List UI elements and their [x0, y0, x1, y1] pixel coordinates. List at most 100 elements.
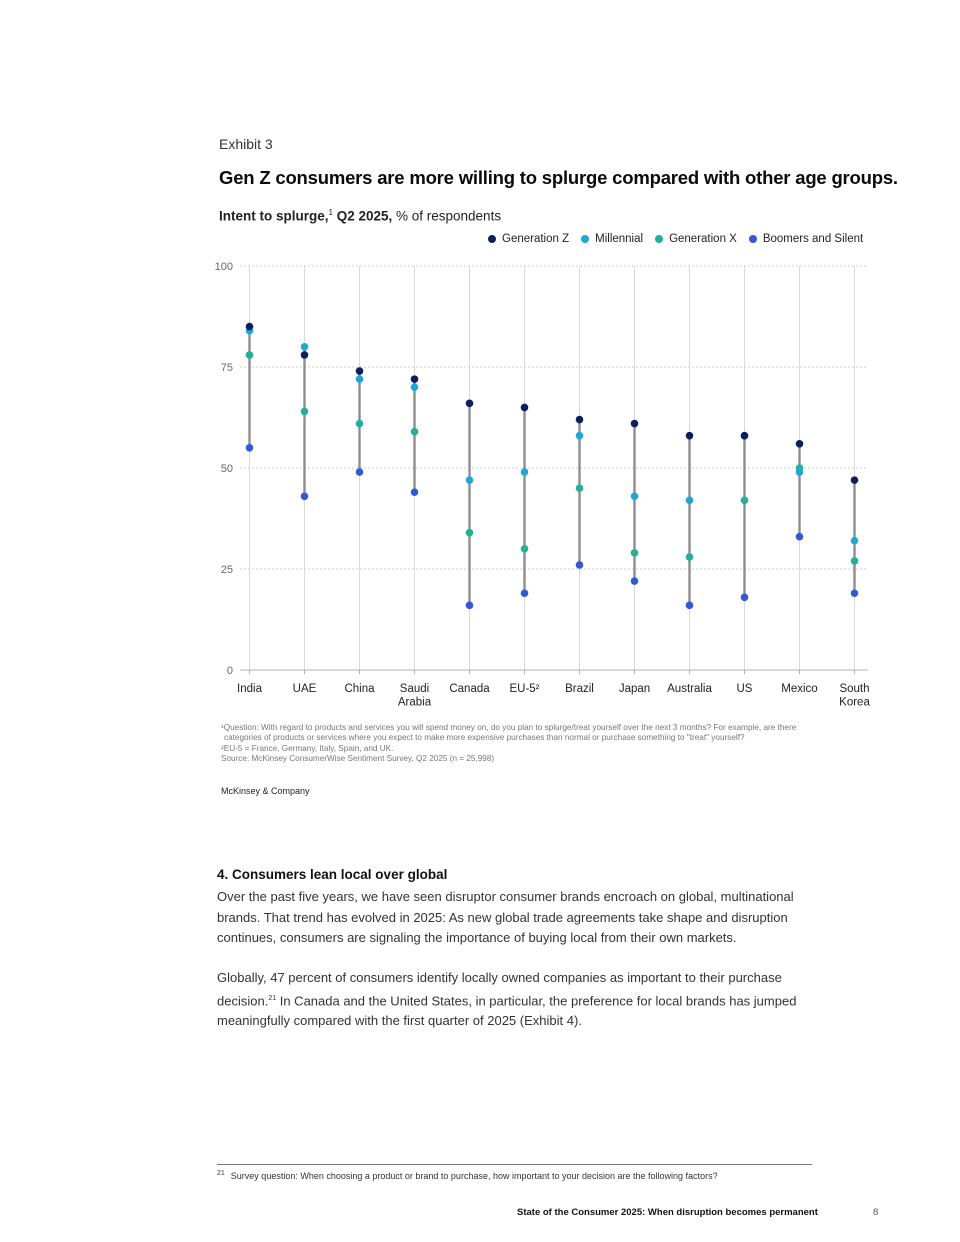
data-point-generation-x	[630, 549, 639, 557]
x-tick-label: US	[737, 683, 753, 695]
legend-dot-millennial	[581, 235, 590, 243]
footnote-question: ¹Question: With regard to products and s…	[221, 723, 796, 744]
footnote-question-line2: categories of products or services where…	[224, 733, 745, 743]
legend-label-boomers-and-silent: Boomers and Silent	[762, 233, 864, 245]
data-point-generation-x	[410, 427, 419, 436]
data-point-boomers-and-silent	[520, 589, 529, 598]
data-point-generation-z	[245, 322, 254, 331]
subtitle-footnote-mark: 1	[328, 208, 333, 217]
page-footnote: 21 Survey question: When choosing a produ…	[217, 1170, 718, 1181]
x-tick-label: Korea	[839, 697, 870, 709]
x-tick-label: India	[237, 683, 263, 695]
dot-range-chart: 0 25 50 75 100 India UAE China Saudi Arabia Canada…	[215, 261, 871, 709]
legend-item-millennial: Millennial	[581, 233, 643, 245]
data-point-generation-x	[355, 419, 364, 428]
data-point-boomers-and-silent	[630, 577, 639, 585]
data-point-millennial	[465, 476, 474, 484]
data-point-boomers-and-silent	[685, 601, 694, 610]
footnote-number: 21	[217, 1170, 225, 1177]
para2-part-a: Globally, 47 percent of consumers identi…	[217, 970, 782, 1008]
x-tick-label: Japan	[619, 683, 650, 695]
data-point-generation-x	[685, 553, 694, 561]
section-heading: 4. Consumers lean local over global	[217, 867, 448, 882]
legend-dot-generation-x	[655, 235, 664, 243]
data-point-generation-x	[465, 528, 474, 537]
subtitle-bold: Intent to splurge,	[219, 208, 329, 224]
data-point-generation-x	[740, 496, 749, 505]
data-point-generation-z	[685, 431, 694, 440]
legend-dot-boomers-and-silent	[748, 235, 757, 243]
exhibit-label: Exhibit 3	[219, 136, 273, 152]
data-point-millennial	[575, 431, 584, 440]
x-tick-label: Canada	[449, 683, 490, 695]
data-point-generation-z	[520, 403, 529, 412]
para2-part-b: In Canada and the United States, in part…	[217, 992, 797, 1029]
y-tick-label-75: 75	[221, 362, 233, 374]
subtitle-unit: % of respondents	[392, 208, 502, 224]
chart-subtitle: Intent to splurge,1 Q2 2025, % of respon…	[219, 208, 501, 224]
footnote-text: Survey question: When choosing a product…	[230, 1171, 718, 1181]
x-tick-label: China	[344, 683, 375, 695]
data-point-boomers-and-silent	[300, 492, 309, 501]
subtitle-bold-period: Q2 2025,	[332, 208, 393, 224]
data-point-generation-x	[300, 407, 309, 416]
legend-dot-generation-z	[488, 235, 496, 243]
footnote-question-line1: ¹Question: With regard to products and s…	[221, 723, 797, 732]
data-point-boomers-and-silent	[410, 488, 419, 497]
legend-label-generation-z: Generation Z	[502, 233, 570, 245]
x-tick-label: UAE	[293, 683, 317, 695]
legend-item-generation-x: Generation X	[655, 233, 737, 245]
y-tick-label-0: 0	[227, 665, 233, 677]
x-tick-label: Mexico	[781, 683, 817, 695]
legend-label-generation-x: Generation X	[669, 233, 737, 245]
y-tick-label-50: 50	[221, 463, 233, 475]
data-point-generation-z	[630, 419, 639, 428]
body-paragraph-2: Globally, 47 percent of consumers identi…	[217, 968, 817, 1032]
data-point-generation-z	[850, 476, 859, 484]
data-point-generation-x	[575, 484, 584, 493]
data-point-boomers-and-silent	[355, 468, 364, 476]
para2-footnote-ref[interactable]: 21	[268, 994, 277, 1002]
data-point-millennial	[355, 375, 364, 383]
data-point-millennial	[520, 468, 529, 476]
y-tick-label-100: 100	[215, 261, 233, 273]
running-footer: State of the Consumer 2025: When disrupt…	[517, 1207, 818, 1218]
x-tick-label: EU-5²	[509, 683, 539, 695]
data-point-boomers-and-silent	[245, 444, 254, 452]
data-point-generation-z	[740, 431, 749, 440]
data-point-generation-z	[575, 415, 584, 424]
data-point-boomers-and-silent	[465, 601, 474, 610]
data-point-generation-z	[355, 367, 364, 375]
data-point-generation-z	[795, 439, 804, 448]
data-point-generation-x	[245, 351, 254, 359]
chart-legend: Generation Z Millennial Generation X Boomer…	[488, 233, 863, 245]
data-point-boomers-and-silent	[575, 561, 584, 569]
legend-label-millennial: Millennial	[595, 233, 644, 245]
data-point-millennial	[795, 468, 804, 476]
legend-item-generation-z: Generation Z	[488, 233, 569, 245]
y-tick-label-25: 25	[221, 564, 233, 576]
source-note: Source: McKinsey ConsumerWise Sentiment …	[221, 754, 495, 763]
chart-title: Gen Z consumers are more willing to splu…	[219, 167, 898, 188]
data-point-boomers-and-silent	[850, 589, 859, 598]
data-point-generation-z	[300, 351, 309, 359]
x-tick-label: Australia	[667, 683, 712, 695]
data-point-millennial	[300, 343, 309, 351]
data-point-millennial	[850, 536, 859, 545]
x-tick-label: Arabia	[398, 697, 432, 709]
data-point-generation-z	[465, 399, 474, 408]
data-point-millennial	[410, 383, 419, 392]
data-point-generation-x	[850, 557, 859, 565]
legend-item-boomers-and-silent: Boomers and Silent	[748, 233, 864, 245]
data-point-boomers-and-silent	[795, 532, 804, 541]
data-point-generation-z	[410, 375, 419, 383]
footnote-eu5: ²EU-5 = France, Germany, Italy, Spain, a…	[221, 744, 394, 753]
publisher-logo-text: McKinsey & Company	[221, 786, 310, 796]
page-number: 8	[873, 1207, 879, 1218]
x-tick-label: Brazil	[565, 683, 594, 695]
footnote-divider	[217, 1164, 812, 1165]
data-point-boomers-and-silent	[740, 593, 749, 602]
x-tick-label: Saudi	[400, 683, 429, 695]
x-tick-label: South	[839, 683, 869, 695]
data-point-millennial	[685, 496, 694, 505]
